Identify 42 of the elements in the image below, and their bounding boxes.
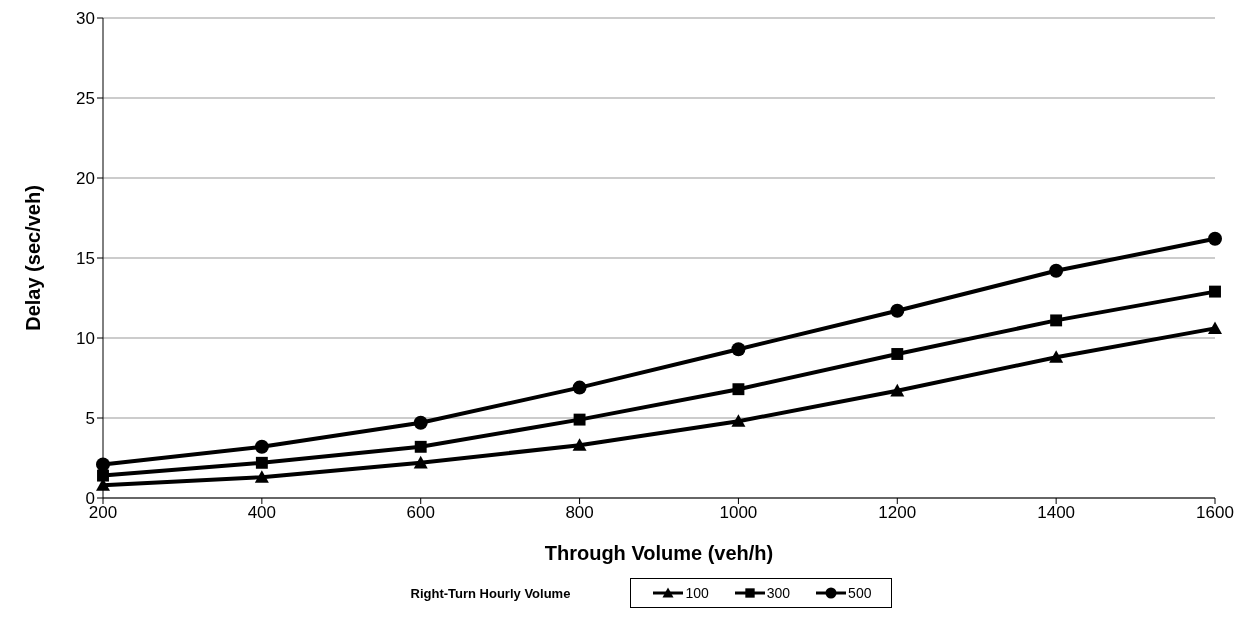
y-tick-label: 30 (76, 9, 95, 29)
point (1208, 231, 1222, 246)
point (255, 456, 268, 469)
y-tick-label: 5 (85, 409, 95, 429)
point (1049, 263, 1064, 278)
point (413, 455, 428, 469)
point (573, 413, 586, 426)
point (731, 414, 746, 427)
x-tick-label: 1200 (878, 503, 917, 523)
point (1050, 314, 1063, 327)
point (414, 440, 427, 453)
legend-label: 100 (685, 585, 709, 601)
point (1049, 350, 1064, 363)
point (254, 439, 269, 454)
x-tick-label: 800 (565, 503, 594, 523)
y-tick-label: 10 (76, 329, 95, 349)
point (1209, 285, 1221, 298)
point (572, 380, 587, 395)
y-axis-title: Delay (sec/veh) (22, 185, 45, 331)
point (732, 383, 745, 396)
point (731, 342, 746, 357)
point (890, 303, 905, 318)
legend-title: Right-Turn Hourly Volume (410, 585, 571, 601)
point (413, 415, 428, 430)
point (890, 383, 905, 397)
x-axis-title: Through Volume (veh/h) (544, 542, 774, 564)
y-tick-label: 25 (76, 89, 95, 109)
y-tick-label: 20 (76, 169, 95, 189)
point (254, 470, 269, 483)
x-tick-label: 1400 (1037, 503, 1076, 523)
point (96, 457, 110, 472)
x-tick-label: 400 (247, 503, 277, 523)
legend-label: 300 (766, 585, 791, 601)
y-tick-label: 15 (76, 249, 95, 269)
point (891, 348, 904, 360)
point (572, 438, 587, 451)
legend-label: 500 (848, 585, 872, 601)
point (1208, 321, 1222, 334)
x-tick-label: 600 (406, 503, 435, 523)
x-tick-label: 1000 (719, 503, 758, 523)
x-tick-label: 1600 (1196, 503, 1234, 523)
point (97, 469, 109, 482)
